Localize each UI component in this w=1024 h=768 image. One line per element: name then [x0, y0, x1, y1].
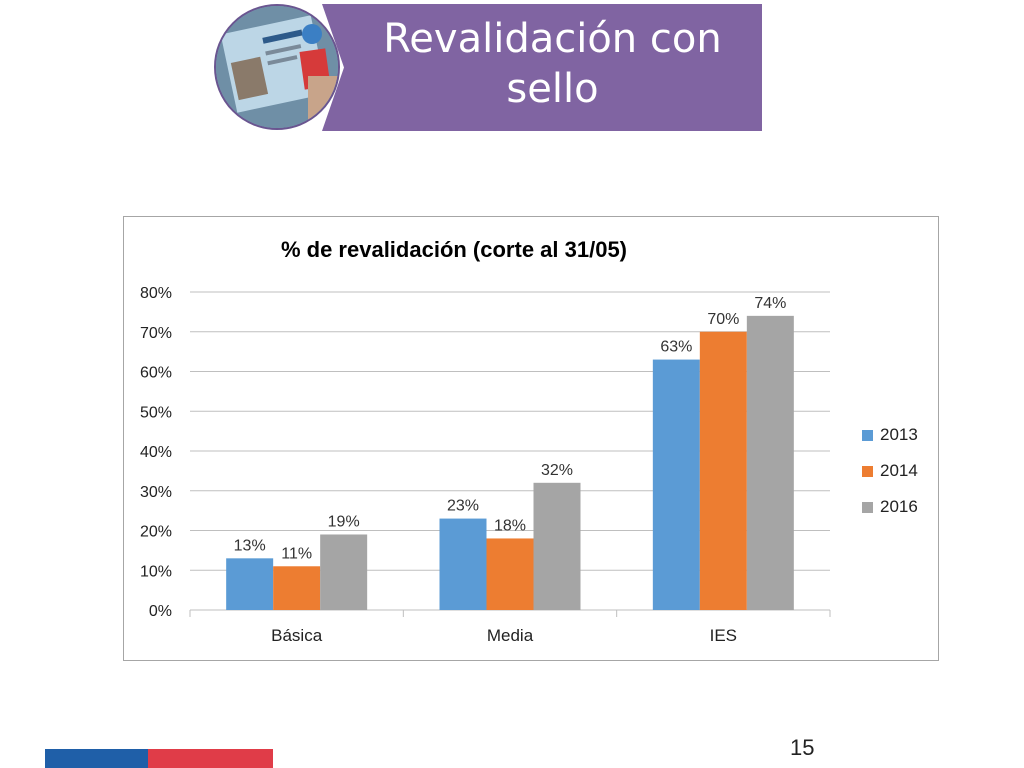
page-number: 15 — [790, 735, 815, 760]
footer-bar-red — [148, 749, 273, 768]
legend-swatch — [862, 429, 873, 441]
data-label: 19% — [328, 513, 360, 530]
legend-label: 2016 — [880, 497, 918, 516]
y-tick-label: 0% — [149, 603, 172, 620]
data-label: 23% — [447, 498, 479, 515]
legend-item-2013: 2013 — [862, 417, 918, 453]
data-label: 63% — [660, 339, 692, 356]
legend-swatch — [862, 465, 873, 477]
legend-label: 2013 — [880, 425, 918, 444]
data-label: 70% — [707, 311, 739, 328]
x-category-label: Media — [487, 626, 534, 645]
y-tick-label: 60% — [140, 365, 172, 382]
x-category-label: IES — [710, 626, 737, 645]
bar-2013-Media — [439, 518, 487, 610]
bar-2016-IES — [746, 315, 794, 610]
y-tick-label: 50% — [140, 404, 172, 421]
bar-2014-Media — [486, 538, 534, 610]
data-label: 13% — [234, 537, 266, 554]
data-label: 18% — [494, 517, 526, 534]
bar-2014-Básica — [273, 566, 321, 610]
y-tick-label: 20% — [140, 524, 172, 541]
bar-2016-Básica — [320, 534, 368, 610]
x-category-label: Básica — [271, 626, 323, 645]
data-label: 11% — [281, 545, 312, 562]
y-tick-label: 70% — [140, 325, 172, 342]
bar-2013-IES — [652, 359, 700, 610]
chart-frame: % de revalidación (corte al 31/05) 0% 10%… — [123, 216, 939, 661]
student-id-card-icon — [216, 6, 338, 128]
data-label: 32% — [541, 462, 573, 479]
bar-2013-Básica — [226, 558, 274, 610]
legend-item-2016: 2016 — [862, 489, 918, 525]
chart-title: % de revalidación (corte al 31/05) — [280, 237, 628, 262]
legend-item-2014: 2014 — [862, 453, 918, 489]
title-banner — [322, 4, 762, 131]
bar-2016-Media — [533, 482, 581, 610]
y-tick-label: 80% — [140, 285, 172, 302]
page-title: Revalidación con sello — [383, 16, 722, 112]
y-tick-label: 40% — [140, 444, 172, 461]
bar-chart: 0% 10% 20% 30% 40% 50% 60% 70% 80% 13% 11% 19% Básic… — [140, 285, 831, 645]
chart-legend: 2013 2014 2016 — [862, 417, 918, 525]
student-id-photo — [214, 4, 340, 130]
y-tick-label: 30% — [140, 484, 172, 501]
bar-2014-IES — [699, 331, 747, 610]
data-label: 74% — [754, 295, 786, 312]
footer-bar-blue — [45, 749, 148, 768]
legend-label: 2014 — [880, 461, 918, 480]
y-tick-label: 10% — [140, 563, 172, 580]
legend-swatch — [862, 501, 873, 513]
